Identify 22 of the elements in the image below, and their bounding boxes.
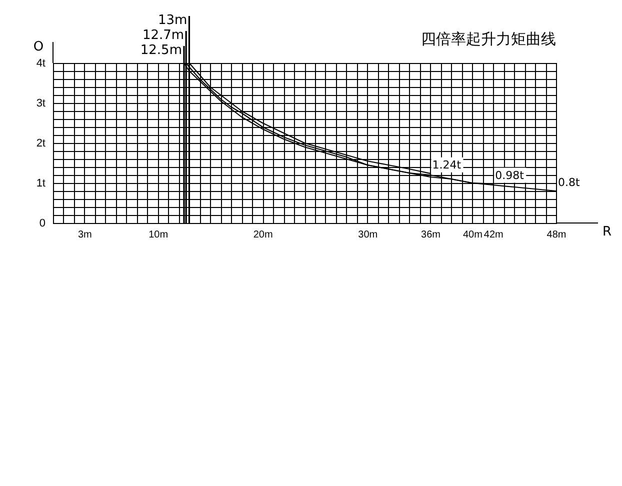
x-tick-label: 42m: [484, 230, 504, 240]
y-tick-label: 1t: [36, 178, 46, 190]
y-tick-label: 2t: [36, 138, 46, 150]
y-tick-label: 0: [39, 218, 46, 230]
chart-title: 四倍率起升力矩曲线: [421, 30, 556, 48]
annotation: 1.24t: [432, 158, 462, 172]
ref-line-label: 12.7m: [142, 28, 184, 43]
x-tick-label: 48m: [546, 230, 566, 240]
x-axis-title: R: [602, 224, 612, 240]
ref-line-label: 12.5m: [140, 43, 182, 58]
x-tick-label: 3m: [78, 230, 92, 240]
x-tick-label: 40m: [462, 230, 482, 240]
y-tick-label: 4t: [36, 58, 46, 70]
y-axis-title: O: [33, 40, 44, 54]
ref-line-label: 13m: [158, 13, 188, 28]
x-tick-label: 20m: [253, 230, 273, 240]
x-tick-label: 30m: [358, 230, 378, 240]
x-tick-label: 36m: [421, 230, 440, 240]
y-tick-label: 3t: [36, 98, 46, 110]
annotation: 0.8t: [558, 176, 580, 189]
annotation: 0.98t: [495, 168, 525, 182]
x-tick-label: 10m: [148, 230, 168, 240]
